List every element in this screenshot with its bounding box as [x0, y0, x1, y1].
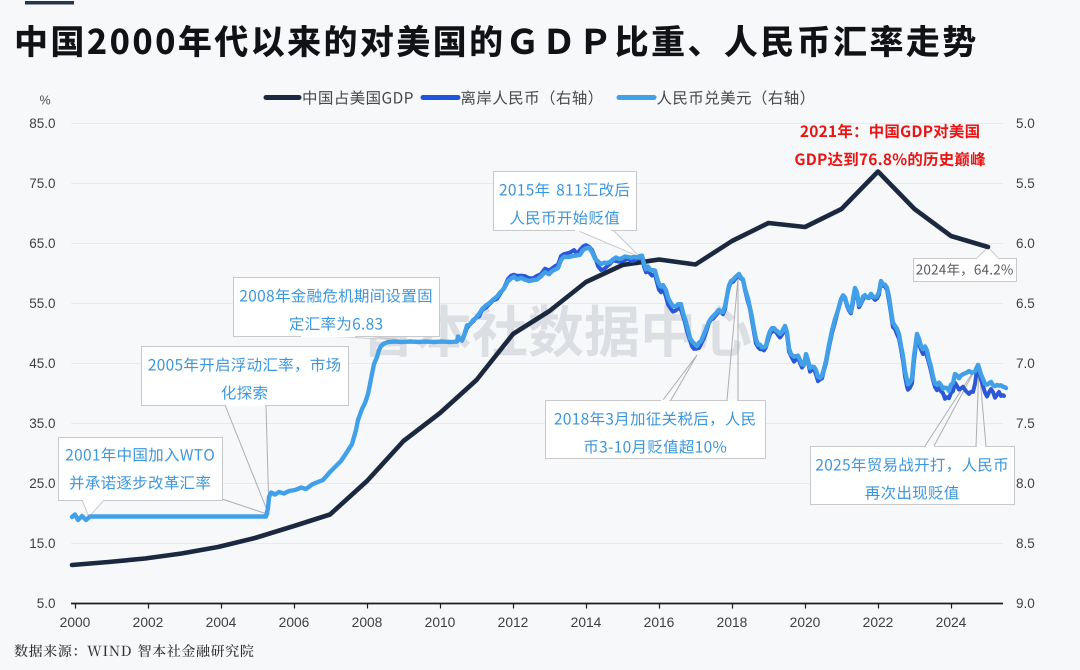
svg-text:8.5: 8.5 [1016, 536, 1035, 551]
svg-text:25.0: 25.0 [29, 476, 55, 491]
svg-text:2020: 2020 [790, 615, 821, 630]
svg-text:6.0: 6.0 [1016, 236, 1035, 251]
svg-text:45.0: 45.0 [29, 356, 55, 371]
svg-text:2024: 2024 [936, 615, 967, 630]
svg-text:55.0: 55.0 [29, 296, 55, 311]
svg-text:2006: 2006 [279, 615, 310, 630]
svg-text:5.0: 5.0 [1016, 116, 1035, 131]
svg-text:35.0: 35.0 [29, 416, 55, 431]
svg-text:7.0: 7.0 [1016, 356, 1035, 371]
svg-text:2008: 2008 [352, 615, 383, 630]
svg-text:5.0: 5.0 [37, 596, 56, 611]
svg-text:2010: 2010 [425, 615, 456, 630]
svg-text:2012: 2012 [498, 615, 529, 630]
svg-text:2002: 2002 [133, 615, 164, 630]
svg-text:6.5: 6.5 [1016, 296, 1035, 311]
svg-text:75.0: 75.0 [29, 176, 55, 191]
svg-text:9.0: 9.0 [1016, 596, 1035, 611]
svg-text:5.5: 5.5 [1016, 176, 1035, 191]
svg-text:65.0: 65.0 [29, 236, 55, 251]
svg-text:8.0: 8.0 [1016, 476, 1035, 491]
svg-text:2022: 2022 [863, 615, 894, 630]
svg-text:2018: 2018 [717, 615, 748, 630]
svg-text:85.0: 85.0 [29, 116, 55, 131]
svg-text:2000: 2000 [60, 615, 91, 630]
svg-text:2014: 2014 [571, 615, 602, 630]
svg-text:7.5: 7.5 [1016, 416, 1035, 431]
svg-text:15.0: 15.0 [29, 536, 55, 551]
svg-text:%: % [39, 94, 50, 108]
svg-text:2016: 2016 [644, 615, 675, 630]
svg-text:2004: 2004 [206, 615, 237, 630]
